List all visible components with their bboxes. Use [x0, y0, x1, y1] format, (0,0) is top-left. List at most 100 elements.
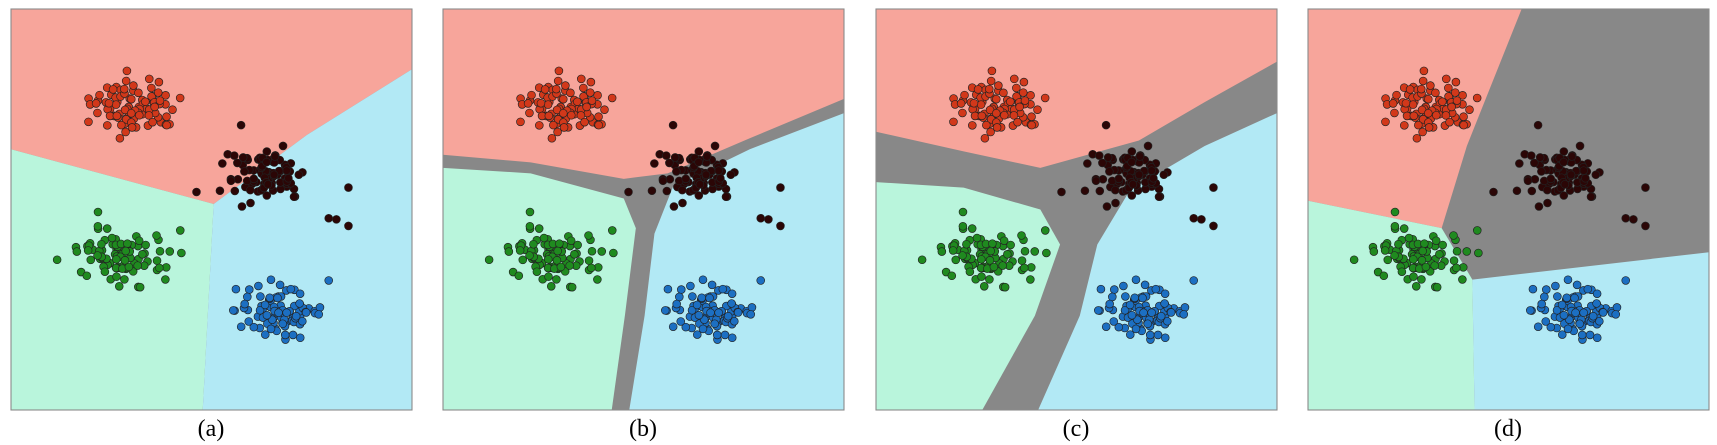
point	[1533, 120, 1543, 130]
point	[1197, 215, 1206, 224]
point	[669, 202, 679, 211]
point	[516, 117, 525, 127]
point	[134, 236, 144, 245]
point	[1621, 213, 1630, 223]
point	[1420, 239, 1429, 248]
point	[484, 255, 494, 265]
point	[1114, 322, 1124, 332]
point	[1459, 120, 1468, 130]
point	[977, 272, 986, 281]
point	[1579, 308, 1588, 317]
point	[1209, 221, 1218, 231]
point	[1575, 319, 1584, 329]
point	[114, 282, 124, 291]
point	[1020, 96, 1030, 105]
point	[301, 308, 311, 317]
point	[1535, 153, 1545, 162]
point	[1447, 102, 1456, 112]
point	[1424, 123, 1434, 132]
point	[1543, 185, 1552, 195]
point	[97, 239, 106, 249]
point	[553, 127, 562, 137]
point	[1156, 311, 1166, 321]
point	[1114, 174, 1124, 184]
point	[112, 111, 122, 121]
point	[93, 207, 103, 217]
point	[256, 292, 265, 301]
point	[1145, 330, 1155, 340]
point	[104, 98, 114, 108]
point	[124, 262, 134, 272]
point	[647, 186, 657, 196]
point	[294, 170, 304, 180]
point	[295, 299, 304, 308]
point	[695, 180, 705, 189]
point	[1592, 333, 1602, 343]
point	[135, 282, 145, 292]
point	[949, 117, 958, 127]
point	[1563, 275, 1573, 284]
point	[1527, 186, 1537, 196]
point	[1017, 256, 1027, 265]
point	[1080, 186, 1090, 196]
point	[244, 317, 254, 326]
point	[1452, 263, 1461, 273]
point	[701, 170, 711, 180]
point	[1571, 308, 1580, 317]
point	[102, 224, 112, 233]
point	[288, 330, 298, 340]
point	[1409, 255, 1418, 264]
point	[977, 111, 987, 121]
point	[93, 108, 102, 118]
point	[1120, 306, 1130, 315]
point	[1566, 170, 1576, 180]
point	[1397, 267, 1407, 276]
point	[668, 322, 678, 331]
point	[1012, 83, 1021, 93]
point	[1581, 173, 1590, 183]
point	[108, 85, 118, 94]
point	[746, 310, 756, 319]
point	[1612, 303, 1622, 312]
point	[1409, 111, 1419, 121]
point	[1459, 112, 1468, 121]
point	[315, 303, 325, 312]
point	[1000, 282, 1010, 292]
point	[987, 66, 997, 76]
point	[168, 105, 177, 114]
point	[1127, 310, 1137, 320]
point	[1390, 251, 1399, 260]
point	[584, 231, 593, 240]
point	[282, 308, 291, 317]
point	[72, 247, 82, 256]
point	[962, 239, 971, 249]
point	[1119, 281, 1128, 291]
point	[93, 251, 102, 260]
point	[1094, 306, 1103, 315]
point	[1026, 275, 1035, 284]
point	[1127, 147, 1137, 156]
point	[687, 306, 697, 315]
point	[985, 275, 994, 284]
point	[662, 186, 672, 196]
point	[1592, 299, 1601, 308]
point	[262, 157, 271, 167]
point	[262, 147, 272, 156]
point	[120, 256, 130, 265]
point	[1472, 226, 1482, 235]
point	[1160, 333, 1170, 343]
point	[1180, 303, 1190, 312]
point	[535, 121, 544, 130]
point	[1111, 185, 1120, 195]
point	[1541, 317, 1551, 326]
point	[344, 183, 353, 192]
point	[992, 109, 1001, 118]
point	[1147, 166, 1156, 175]
point	[573, 97, 582, 106]
point	[121, 76, 131, 86]
point	[91, 99, 101, 108]
point	[681, 322, 691, 332]
point	[1105, 299, 1114, 309]
point	[134, 88, 143, 98]
